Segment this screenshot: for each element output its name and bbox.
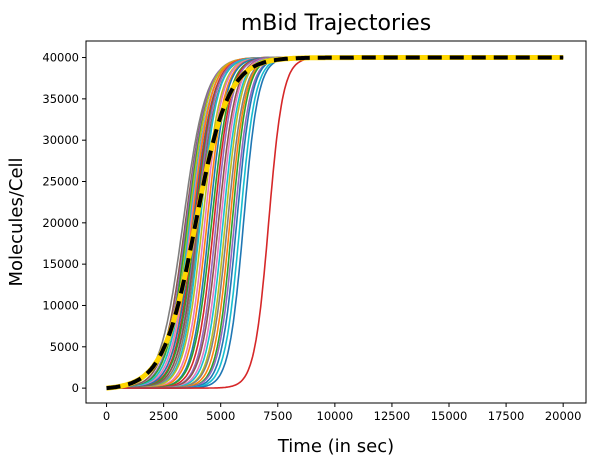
chart-title: mBid Trajectories [241, 11, 431, 36]
y-axis-title: Molecules/Cell [6, 157, 27, 286]
y-tick-label: 30000 [42, 133, 79, 147]
y-tick-label: 5000 [50, 340, 79, 354]
x-tick-label: 0 [103, 409, 110, 423]
y-tick-label: 25000 [42, 175, 79, 189]
plot-frame [85, 40, 587, 404]
y-axis: 0 5000 10000 15000 20000 25000 30000 35000 40000 [42, 51, 86, 395]
x-tick-label: 20000 [545, 409, 582, 423]
mean-trajectory-line-dashed [106, 55, 564, 391]
x-axis: 0 2500 5000 7500 10000 12500 15000 17500 20000 [103, 403, 582, 423]
x-axis-title: Time (in sec) [277, 436, 394, 457]
y-tick-label: 35000 [42, 92, 79, 106]
x-tick-label: 12500 [374, 409, 411, 423]
trajectory-line-8 [106, 56, 564, 389]
x-tick-label: 10000 [317, 409, 354, 423]
y-tick-label: 0 [72, 381, 79, 395]
x-tick-label: 2500 [149, 409, 178, 423]
x-tick-label: 17500 [488, 409, 525, 423]
y-tick-label: 10000 [42, 298, 79, 312]
x-tick-label: 15000 [431, 409, 468, 423]
y-tick-label: 20000 [42, 216, 79, 230]
plot-area [106, 55, 564, 391]
x-tick-label: 5000 [206, 409, 235, 423]
y-tick-label: 15000 [42, 257, 79, 271]
y-tick-label: 40000 [42, 51, 79, 65]
x-tick-label: 7500 [263, 409, 292, 423]
